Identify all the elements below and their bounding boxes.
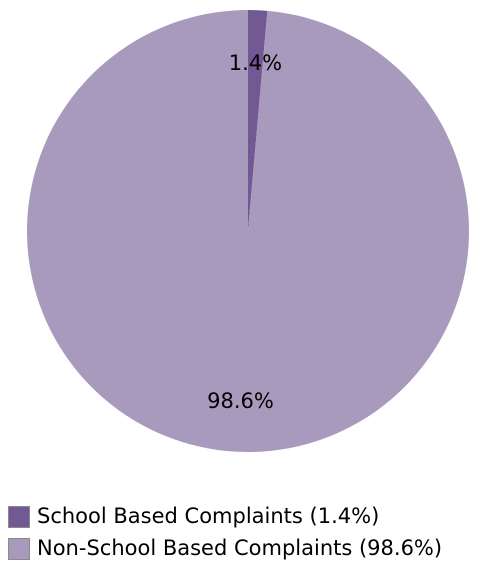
pie-slice-1 <box>26 10 470 452</box>
pie-labels: 1.4% 98.6% <box>207 51 282 413</box>
legend-label-school-based: School Based Complaints (1.4%) <box>37 504 380 528</box>
legend: School Based Complaints (1.4%) Non-Schoo… <box>8 504 442 568</box>
pie-slice-label-0: 1.4% <box>229 51 282 75</box>
legend-item-non-school-based: Non-School Based Complaints (98.6%) <box>8 536 442 561</box>
pie-slices <box>26 10 470 452</box>
legend-item-school-based: School Based Complaints (1.4%) <box>8 504 442 529</box>
pie-chart: 1.4% 98.6% <box>26 10 470 452</box>
pie-slice-label-1: 98.6% <box>207 389 274 413</box>
legend-swatch-school-based <box>8 505 30 528</box>
legend-swatch-non-school-based <box>8 537 30 560</box>
pie-slice-0 <box>248 10 268 231</box>
legend-label-non-school-based: Non-School Based Complaints (98.6%) <box>37 536 443 560</box>
